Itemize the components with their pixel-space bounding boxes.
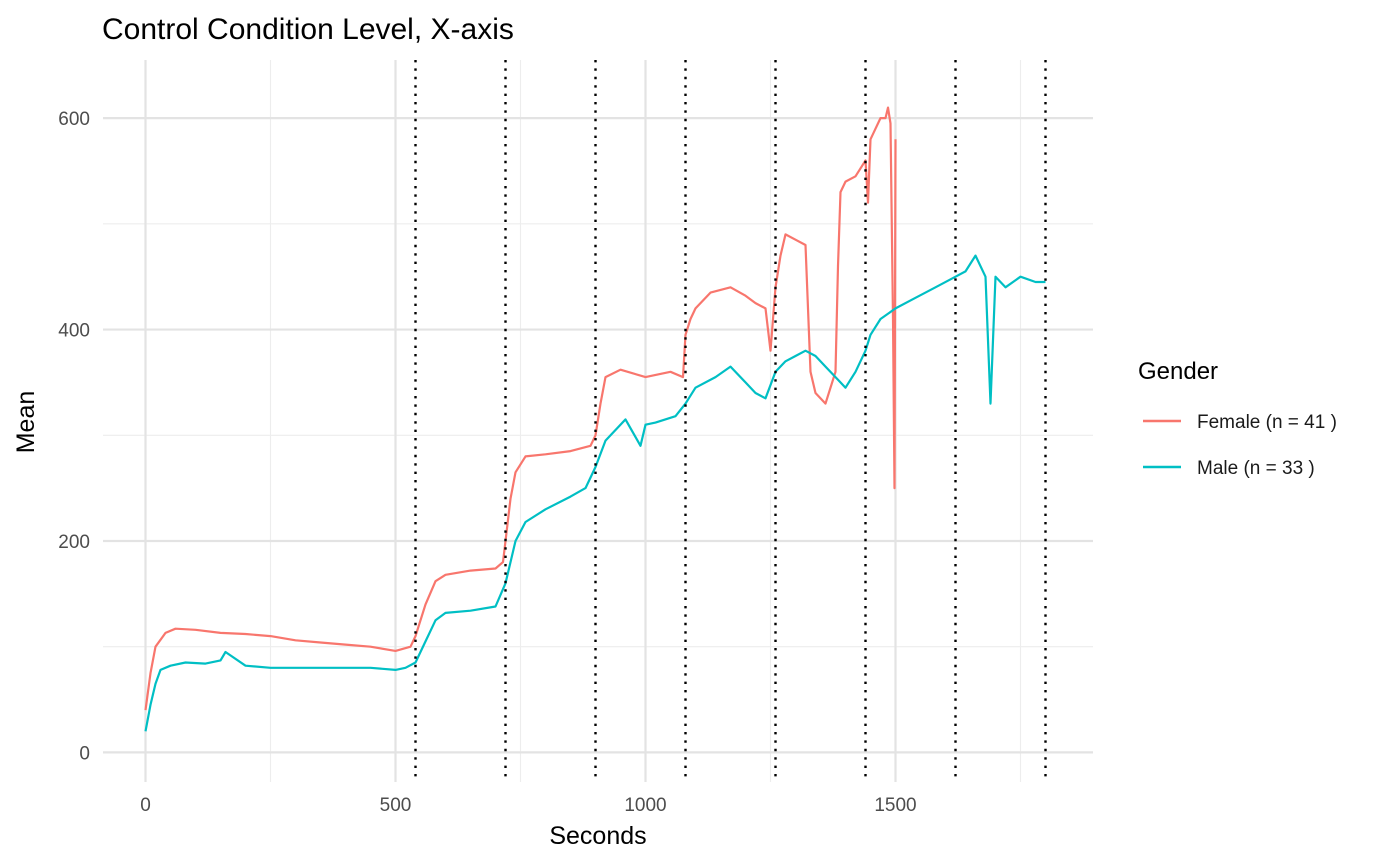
- x-tick-label: 500: [380, 795, 412, 816]
- axis-tick-labels: 0 500 1000 1500 0 200 400 600: [58, 109, 916, 816]
- legend-label-female: Female (n = 41 ): [1197, 412, 1337, 433]
- y-axis-title: Mean: [12, 391, 40, 454]
- y-tick-label: 0: [79, 743, 90, 764]
- legend-label-male: Male (n = 33 ): [1197, 458, 1315, 479]
- series-line-male: [144, 254, 1046, 732]
- x-axis-title: Seconds: [549, 822, 646, 850]
- x-tick-label: 1500: [874, 795, 916, 816]
- series-line-female: [144, 106, 897, 711]
- legend-title: Gender: [1138, 358, 1218, 385]
- legend: Gender Female (n = 41 ) Male (n = 33 ): [1138, 358, 1337, 479]
- y-tick-label: 200: [58, 532, 90, 553]
- chart-title: Control Condition Level, X-axis: [102, 13, 514, 46]
- series-layer: [144, 106, 1046, 732]
- dotted-reference-lines: [414, 60, 1047, 782]
- x-tick-label: 0: [140, 795, 151, 816]
- y-tick-label: 600: [58, 109, 90, 130]
- minor-gridlines: [103, 60, 1093, 782]
- y-tick-label: 400: [58, 321, 90, 342]
- x-tick-label: 1000: [624, 795, 666, 816]
